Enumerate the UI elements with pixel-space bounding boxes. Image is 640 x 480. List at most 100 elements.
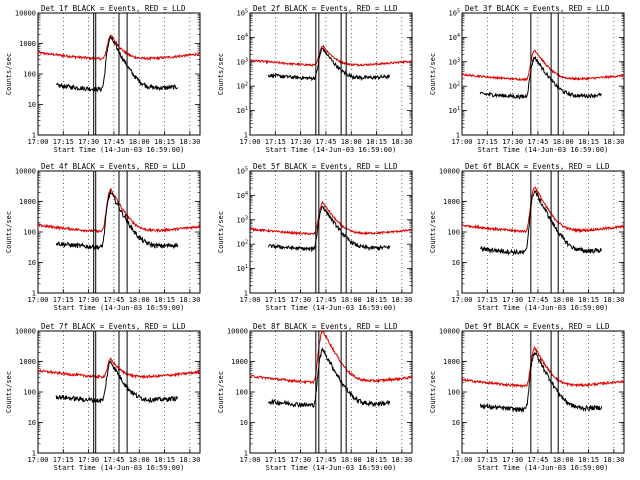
panel-title: Det 3f BLACK = Events, RED = LLD <box>465 4 610 13</box>
x-tick-label: 17:15 <box>53 296 74 304</box>
x-tick-label: 18:00 <box>553 296 574 304</box>
lld-series-line <box>461 186 625 234</box>
y-tick-label: 10000 <box>15 10 36 18</box>
detector-panel-5: Det 5f BLACK = Events, RED = LLD 17:00 17:… <box>217 162 413 312</box>
x-tick-label: 17:00 <box>27 456 48 464</box>
x-tick-label: 17:30 <box>502 138 523 146</box>
y-tick-label: 1000 <box>19 40 36 48</box>
x-tick-label: 18:15 <box>154 456 175 464</box>
y-tick-label: 100 <box>23 389 36 397</box>
y-tick-label: 1000 <box>19 358 36 366</box>
plot-frame <box>461 330 625 454</box>
x-tick-label: 17:45 <box>103 138 124 146</box>
x-tick-label: 18:30 <box>391 138 412 146</box>
x-tick-label: 17:00 <box>451 138 472 146</box>
lld-series-line <box>461 345 625 389</box>
y-axis-label: Counts/sec <box>217 371 225 413</box>
panel-title: Det 8f BLACK = Events, RED = LLD <box>253 322 398 331</box>
y-tick-label: 1 <box>244 450 248 458</box>
x-tick-label: 18:30 <box>603 456 624 464</box>
x-tick-label: 17:15 <box>53 138 74 146</box>
y-tick-label: 1000 <box>443 358 460 366</box>
x-tick-label: 18:00 <box>341 296 362 304</box>
y-tick-label: 104 <box>237 33 248 42</box>
x-tick-label: 18:30 <box>179 456 200 464</box>
x-tick-label: 17:00 <box>451 456 472 464</box>
y-tick-label: 100 <box>23 229 36 237</box>
x-tick-label: 17:00 <box>239 138 260 146</box>
plot-frame <box>249 330 413 454</box>
x-tick-label: 17:15 <box>477 138 498 146</box>
detector-panel-6: Det 6f BLACK = Events, RED = LLD 17:00 17:… <box>429 162 625 312</box>
y-tick-label: 10000 <box>15 328 36 336</box>
x-axis-label: Start Time (14-Jun-03 16:59:00) <box>54 464 185 472</box>
x-tick-label: 17:30 <box>290 456 311 464</box>
x-axis-label: Start Time (14-Jun-03 16:59:00) <box>478 304 609 312</box>
x-tick-label: 17:15 <box>265 456 286 464</box>
panel-title: Det 5f BLACK = Events, RED = LLD <box>253 162 398 171</box>
x-tick-label: 18:30 <box>391 456 412 464</box>
panel-title: Det 2f BLACK = Events, RED = LLD <box>253 4 398 13</box>
x-tick-label: 17:15 <box>53 456 74 464</box>
x-tick-label: 17:00 <box>239 456 260 464</box>
x-tick-label: 17:45 <box>527 138 548 146</box>
x-tick-label: 18:15 <box>578 138 599 146</box>
y-axis-label: Counts/sec <box>429 53 437 95</box>
detector-panel-9: Det 9f BLACK = Events, RED = LLD 17:00 17:… <box>429 322 625 472</box>
y-axis-label: Counts/sec <box>429 371 437 413</box>
y-tick-label: 10 <box>28 101 36 109</box>
y-tick-label: 10000 <box>227 328 248 336</box>
x-tick-label: 17:30 <box>290 138 311 146</box>
lld-series-line <box>249 200 413 236</box>
plot-frame <box>461 170 625 294</box>
x-tick-label: 17:00 <box>27 296 48 304</box>
events-series-line <box>479 55 603 100</box>
plot-frame <box>461 12 625 136</box>
y-axis-label: Counts/sec <box>5 53 13 95</box>
x-tick-label: 17:45 <box>315 296 336 304</box>
y-tick-label: 105 <box>237 9 248 18</box>
y-tick-label: 10 <box>452 419 460 427</box>
y-tick-label: 1 <box>32 450 36 458</box>
x-tick-label: 17:00 <box>239 296 260 304</box>
panel-title: Det 1f BLACK = Events, RED = LLD <box>41 4 186 13</box>
y-tick-label: 100 <box>447 229 460 237</box>
detector-panel-2: Det 2f BLACK = Events, RED = LLD 17:00 17:… <box>217 4 413 154</box>
x-tick-label: 17:45 <box>103 296 124 304</box>
x-tick-label: 18:30 <box>179 296 200 304</box>
events-series-line <box>268 205 391 253</box>
x-axis-label: Start Time (14-Jun-03 16:59:00) <box>54 146 185 154</box>
y-tick-label: 102 <box>237 82 248 91</box>
y-axis-label: Counts/sec <box>5 371 13 413</box>
plot-frame <box>249 170 413 294</box>
x-tick-label: 17:45 <box>527 296 548 304</box>
y-axis-label: Counts/sec <box>5 211 13 253</box>
x-axis-label: Start Time (14-Jun-03 16:59:00) <box>478 146 609 154</box>
x-tick-label: 18:00 <box>129 138 150 146</box>
y-tick-label: 103 <box>237 57 248 66</box>
x-tick-label: 18:00 <box>553 138 574 146</box>
y-tick-label: 10 <box>452 259 460 267</box>
y-tick-label: 103 <box>449 57 460 66</box>
events-series-line <box>267 47 391 82</box>
x-tick-label: 18:00 <box>341 456 362 464</box>
lld-series-line <box>461 49 624 82</box>
y-tick-label: 103 <box>237 215 248 224</box>
x-axis-label: Start Time (14-Jun-03 16:59:00) <box>266 304 397 312</box>
x-tick-label: 17:45 <box>315 456 336 464</box>
events-series-line <box>55 359 179 404</box>
detector-panel-8: Det 8f BLACK = Events, RED = LLD 17:00 17:… <box>217 322 413 472</box>
lld-series-line <box>249 329 413 385</box>
x-tick-label: 17:15 <box>477 456 498 464</box>
y-tick-label: 10 <box>28 259 36 267</box>
x-tick-label: 17:30 <box>502 456 523 464</box>
plot-frame <box>249 12 413 136</box>
x-tick-label: 17:00 <box>451 296 472 304</box>
y-tick-label: 1 <box>456 290 460 298</box>
y-tick-label: 1000 <box>231 358 248 366</box>
x-tick-label: 18:15 <box>366 456 387 464</box>
y-tick-label: 1 <box>32 132 36 140</box>
x-tick-label: 18:00 <box>553 456 574 464</box>
y-tick-label: 102 <box>449 82 460 91</box>
